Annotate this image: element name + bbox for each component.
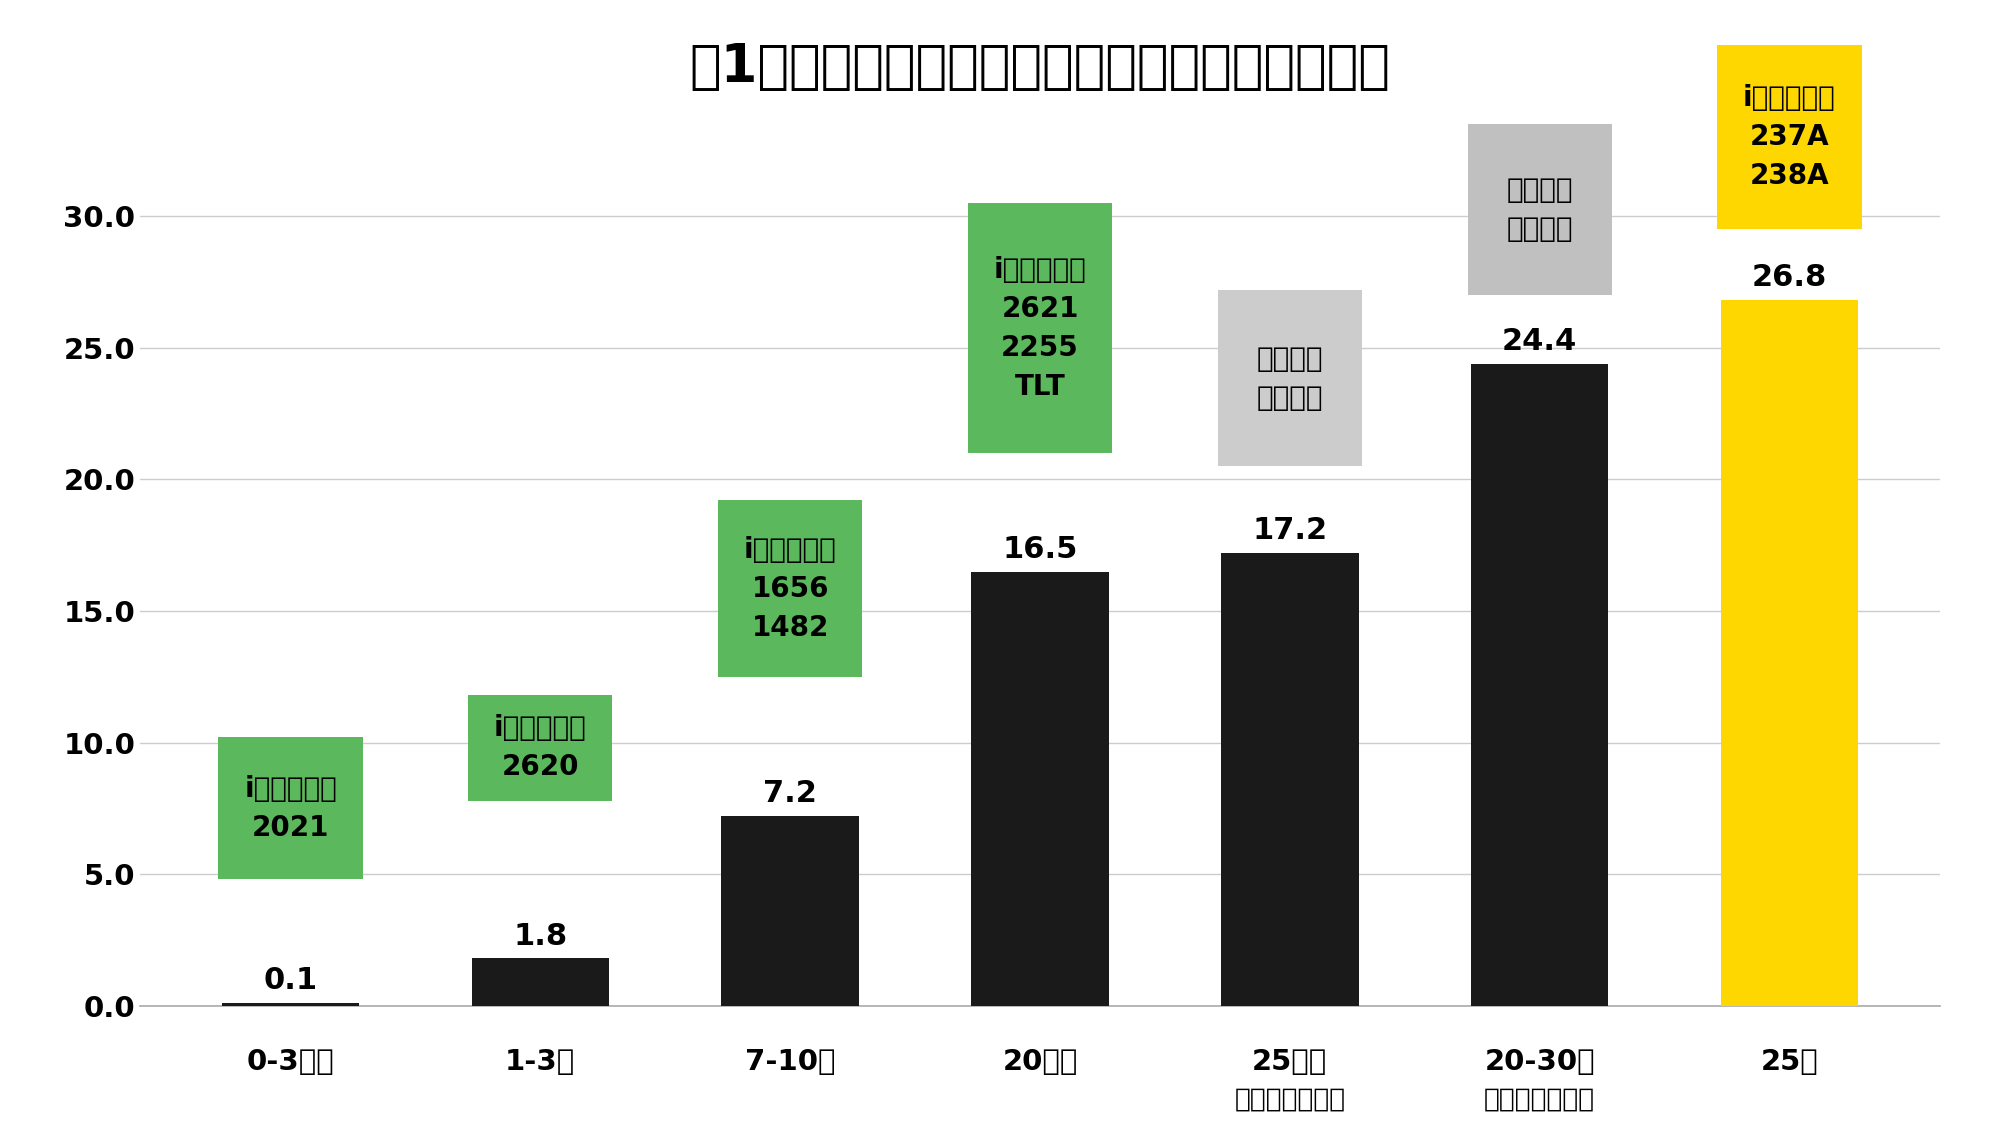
Text: 0.1: 0.1 bbox=[264, 966, 318, 996]
Bar bbox=[1720, 301, 1858, 1006]
Text: iシェアーズ
2621
2255
TLT: iシェアーズ 2621 2255 TLT bbox=[994, 256, 1086, 400]
Text: iシェアーズ
2620: iシェアーズ 2620 bbox=[494, 714, 586, 782]
FancyBboxPatch shape bbox=[1718, 45, 1862, 230]
Text: 20年超: 20年超 bbox=[1002, 1047, 1078, 1076]
Bar bbox=[1470, 363, 1608, 1006]
Text: 1-3年: 1-3年 bbox=[506, 1047, 576, 1076]
Text: 24.4: 24.4 bbox=[1502, 327, 1578, 355]
Text: 7-10年: 7-10年 bbox=[744, 1047, 836, 1076]
Text: iシェアーズ
237A
238A: iシェアーズ 237A 238A bbox=[1744, 85, 1836, 190]
Text: 東証上場
他社銘柄: 東証上場 他社銘柄 bbox=[1256, 344, 1324, 411]
Text: 7.2: 7.2 bbox=[764, 780, 818, 808]
Text: 0-3ヶ月: 0-3ヶ月 bbox=[246, 1047, 334, 1076]
Text: 20-30年: 20-30年 bbox=[1484, 1047, 1594, 1076]
Bar bbox=[1222, 553, 1358, 1006]
Bar bbox=[722, 816, 858, 1006]
FancyBboxPatch shape bbox=[1218, 290, 1362, 466]
Title: 図1：米国債の年限によるデュレーションの違い: 図1：米国債の年限によるデュレーションの違い bbox=[690, 41, 1390, 93]
Text: 26.8: 26.8 bbox=[1752, 264, 1828, 293]
Text: 25年: 25年 bbox=[1760, 1047, 1818, 1076]
FancyBboxPatch shape bbox=[718, 501, 862, 677]
FancyBboxPatch shape bbox=[1468, 123, 1612, 295]
Bar bbox=[972, 572, 1108, 1006]
Text: ストリップス債: ストリップス債 bbox=[1234, 1086, 1346, 1112]
Bar bbox=[472, 959, 610, 1006]
FancyBboxPatch shape bbox=[218, 737, 362, 879]
Bar bbox=[222, 1004, 360, 1006]
FancyBboxPatch shape bbox=[968, 203, 1112, 453]
Text: 25年超: 25年超 bbox=[1252, 1047, 1328, 1076]
Text: 16.5: 16.5 bbox=[1002, 535, 1078, 563]
Text: 1.8: 1.8 bbox=[514, 921, 568, 951]
Text: 米国上場
他社銘柄: 米国上場 他社銘柄 bbox=[1506, 176, 1572, 243]
FancyBboxPatch shape bbox=[468, 695, 612, 800]
Text: 17.2: 17.2 bbox=[1252, 517, 1328, 545]
Text: iシェアーズ
2021: iシェアーズ 2021 bbox=[244, 775, 336, 842]
Text: iシェアーズ
1656
1482: iシェアーズ 1656 1482 bbox=[744, 536, 836, 641]
Text: ストリップス債: ストリップス債 bbox=[1484, 1086, 1596, 1112]
